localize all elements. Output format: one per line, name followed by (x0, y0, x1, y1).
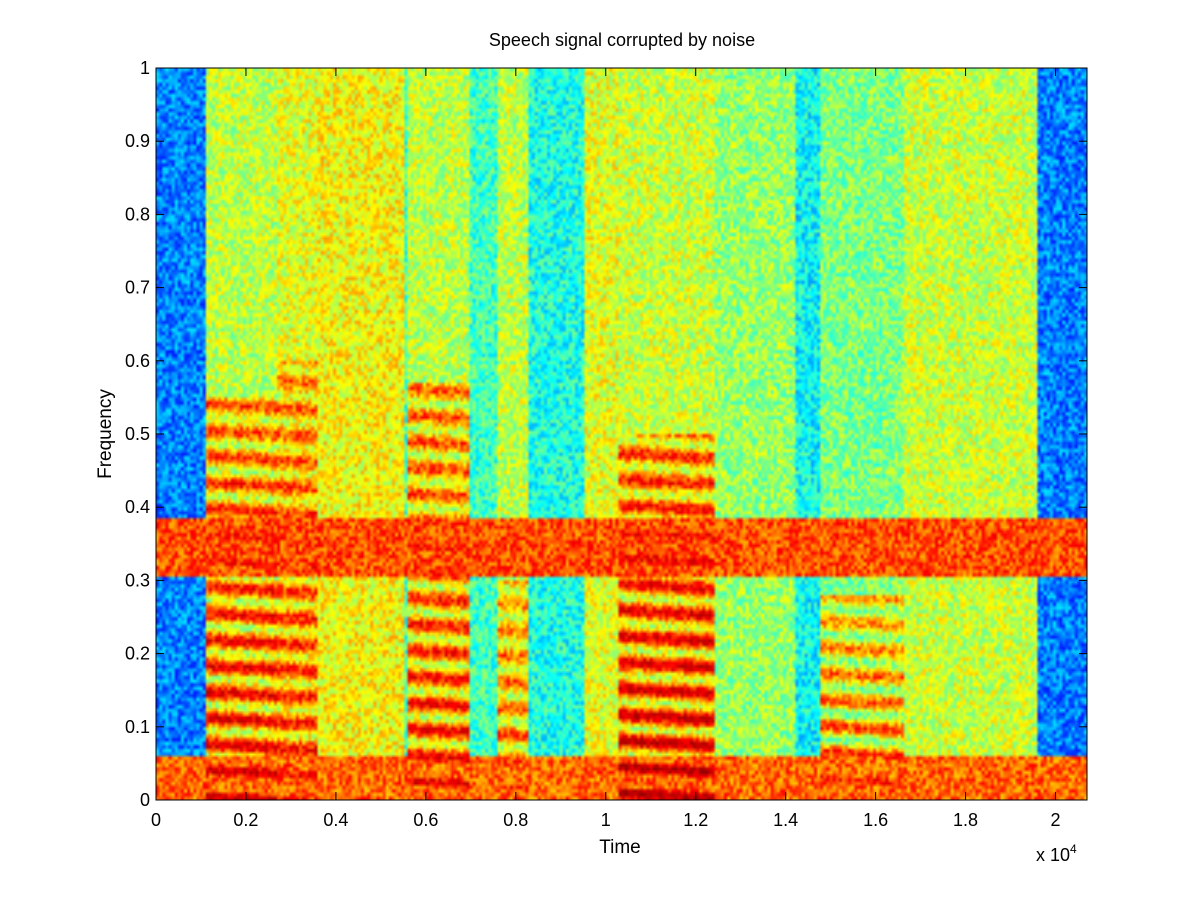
x-tick-label: 0.8 (503, 810, 528, 830)
x-tick-label: 1 (601, 810, 611, 830)
y-tick-label: 0.9 (125, 131, 150, 151)
x-tick-label: 0.4 (323, 810, 348, 830)
y-tick-label: 0.1 (125, 717, 150, 737)
y-axis-label: Frequency (95, 389, 116, 479)
y-tick-label: 0.5 (125, 424, 150, 444)
x-tick-label: 0 (151, 810, 161, 830)
x-axis-multiplier-base: x 10 (1036, 845, 1070, 865)
heatmap-raster (156, 68, 1087, 800)
x-tick-label: 1.2 (683, 810, 708, 830)
y-tick-label: 0.2 (125, 644, 150, 664)
heatmap-image (156, 68, 1087, 800)
x-axis-multiplier-exponent: 4 (1070, 842, 1077, 856)
y-tick-label: 0.6 (125, 351, 150, 371)
x-axis: 0 0.2 0.4 0.6 0.8 1 1.2 1.4 1.6 1.8 2 (151, 68, 1061, 830)
y-tick-label: 0 (140, 790, 150, 810)
x-tick-label: 2 (1051, 810, 1061, 830)
x-tick-label: 1.6 (863, 810, 888, 830)
x-axis-label: Time (599, 837, 641, 858)
x-tick-label: 0.6 (413, 810, 438, 830)
y-tick-label: 0.8 (125, 204, 150, 224)
x-tick-label: 0.2 (233, 810, 258, 830)
x-tick-label: 1.8 (953, 810, 978, 830)
y-tick-label: 0.3 (125, 570, 150, 590)
chart-title: Speech signal corrupted by noise (489, 30, 755, 50)
x-axis-multiplier: x 104 (1036, 842, 1077, 865)
x-tick-label: 1.4 (773, 810, 798, 830)
y-axis: 0 0.1 0.2 0.3 0.4 0.5 0.6 0.7 0.8 0.9 1 (125, 58, 1087, 810)
y-tick-label: 1 (140, 58, 150, 78)
y-tick-label: 0.4 (125, 497, 150, 517)
y-tick-label: 0.7 (125, 278, 150, 298)
